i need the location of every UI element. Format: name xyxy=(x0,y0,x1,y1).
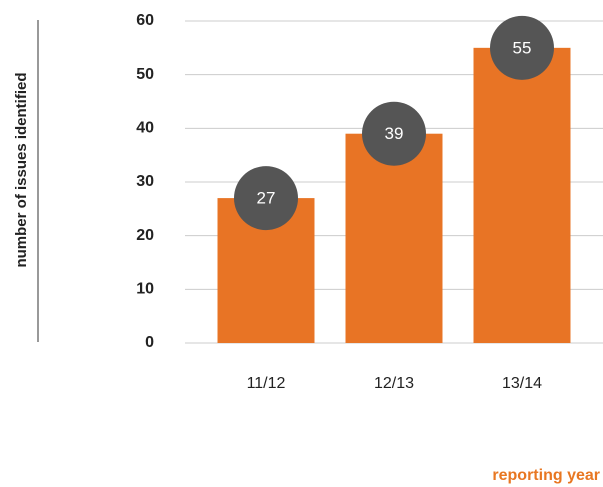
value-label: 27 xyxy=(257,189,276,208)
y-tick-label: 30 xyxy=(136,173,154,190)
y-tick-label: 20 xyxy=(136,227,154,244)
y-tick-label: 0 xyxy=(145,334,154,351)
value-badge xyxy=(234,166,298,231)
x-tick-label: 13/14 xyxy=(502,375,542,392)
value-label: 39 xyxy=(385,124,404,143)
x-axis-label: reporting year xyxy=(492,467,600,484)
bar xyxy=(473,47,571,343)
y-tick-label: 50 xyxy=(136,66,154,83)
y-tick-label: 60 xyxy=(136,12,154,29)
x-tick-label: 12/13 xyxy=(374,375,414,392)
y-tick-label: 10 xyxy=(136,281,154,298)
value-badge xyxy=(362,101,426,166)
y-tick-label: 40 xyxy=(136,120,154,137)
bar xyxy=(345,133,443,343)
y-axis-label: number of issues identified xyxy=(13,72,30,267)
value-badge xyxy=(490,15,554,80)
value-label: 55 xyxy=(513,38,532,57)
x-tick-label: 11/12 xyxy=(247,375,286,392)
